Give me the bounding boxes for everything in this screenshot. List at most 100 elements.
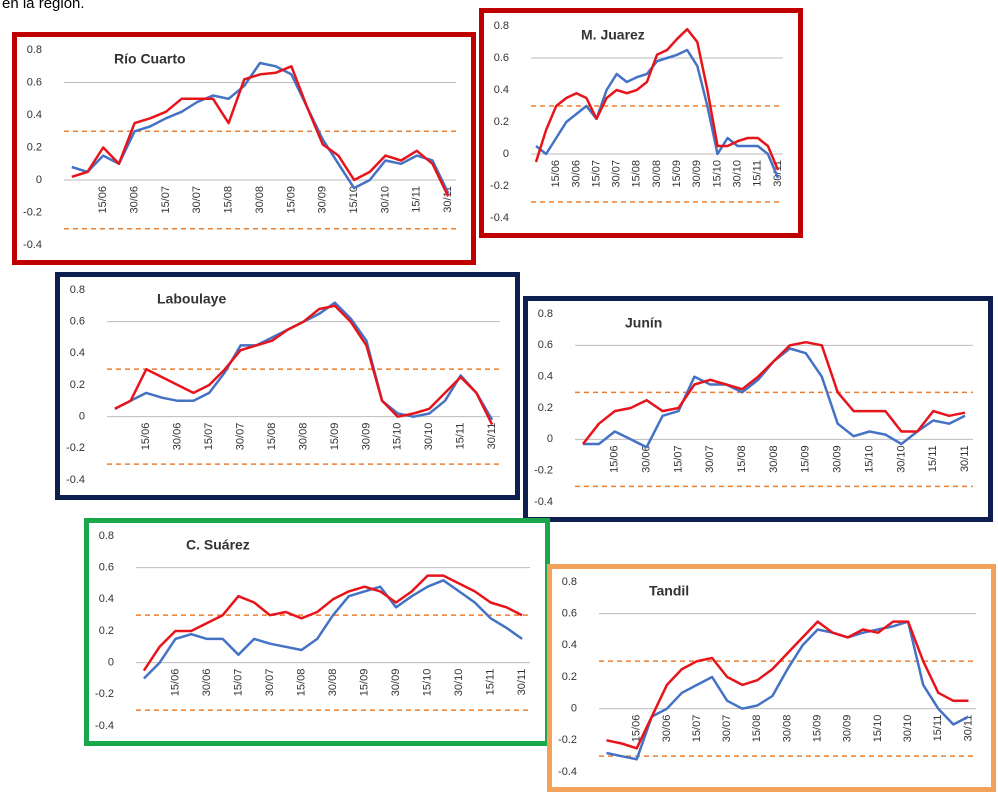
chart-frame — [547, 564, 996, 792]
x-tick-label: 30/06 — [570, 160, 582, 188]
x-tick-label: 15/10 — [348, 186, 360, 214]
x-tick-label: 30/07 — [721, 715, 733, 743]
chart-title: Junín — [625, 315, 662, 331]
x-tick-label: 15/08 — [631, 160, 643, 188]
x-tick-label: 30/08 — [327, 669, 339, 697]
y-tick-label: 0 — [571, 703, 577, 715]
y-tick-label: -0.4 — [66, 474, 85, 486]
y-tick-label: 0.8 — [27, 44, 42, 56]
x-tick-label: 30/09 — [360, 423, 372, 451]
y-tick-label: 0.2 — [494, 116, 509, 128]
x-tick-label: 15/06 — [609, 445, 621, 473]
x-tick-label: 15/09 — [812, 715, 824, 743]
chart-frame — [55, 272, 520, 500]
chart: -0.4 -0.2 0 0.2 0.4 0.6 0.8 15/06 30/06 15/07 30/0… — [12, 32, 476, 265]
y-tick-label: 0.6 — [99, 562, 114, 574]
chart: -0.4 -0.2 0 0.2 0.4 0.6 0.8 15/06 30/06 15/07 30/0… — [523, 296, 993, 522]
chart-frame — [523, 296, 993, 522]
x-tick-label: 15/11 — [455, 423, 467, 450]
y-tick-label: 0.6 — [562, 608, 577, 620]
chart-title: Laboulaye — [157, 291, 226, 307]
x-tick-label: 15/11 — [932, 715, 944, 742]
x-tick-label: 30/10 — [902, 715, 914, 743]
chart: -0.4 -0.2 0 0.2 0.4 0.6 0.8 15/06 30/06 15/07 30/0… — [479, 8, 803, 238]
x-tick-label: 30/06 — [641, 445, 653, 473]
y-tick-label: 0.6 — [27, 76, 42, 88]
y-tick-label: 0.8 — [538, 308, 553, 320]
data-line — [534, 27, 780, 171]
x-tick-label: 15/06 — [97, 186, 109, 214]
x-tick-label: 15/09 — [285, 186, 297, 214]
data-line — [114, 304, 494, 426]
caption: en la región. — [2, 0, 85, 12]
chart-title: Río Cuarto — [114, 51, 186, 67]
x-tick-label: 15/10 — [421, 669, 433, 697]
x-tick-label: 15/07 — [691, 715, 703, 743]
data-line — [143, 579, 523, 680]
x-tick-label: 30/10 — [379, 186, 391, 214]
y-tick-label: -0.4 — [534, 496, 553, 508]
x-tick-label: 30/11 — [959, 445, 971, 472]
x-tick-label: 15/08 — [266, 423, 278, 451]
x-tick-label: 15/07 — [672, 445, 684, 473]
x-tick-label: 30/11 — [962, 715, 974, 742]
x-tick-label: 30/07 — [704, 445, 716, 473]
y-tick-label: 0 — [79, 411, 85, 423]
x-tick-label: 30/11 — [772, 160, 784, 187]
x-tick-label: 15/09 — [800, 445, 812, 473]
x-tick-label: 15/06 — [631, 715, 643, 743]
x-tick-label: 15/08 — [295, 669, 307, 697]
y-tick-label: 0.4 — [99, 593, 114, 605]
y-tick-label: -0.2 — [23, 206, 42, 218]
x-tick-label: 30/09 — [842, 715, 854, 743]
data-line — [71, 65, 450, 197]
y-tick-label: 0.4 — [27, 109, 42, 121]
y-tick-label: 0 — [108, 657, 114, 669]
y-tick-label: 0.8 — [99, 530, 114, 542]
x-tick-label: 15/11 — [927, 445, 939, 472]
x-tick-label: 30/08 — [254, 186, 266, 214]
data-line — [582, 340, 966, 445]
x-tick-label: 15/11 — [752, 160, 764, 187]
y-tick-label: 0.4 — [538, 371, 553, 383]
x-tick-label: 30/10 — [423, 423, 435, 451]
x-tick-label: 15/09 — [358, 669, 370, 697]
x-tick-label: 15/10 — [392, 423, 404, 451]
x-tick-label: 15/06 — [550, 160, 562, 188]
chart: -0.4 -0.2 0 0.2 0.4 0.6 0.8 15/06 30/06 15/07 30/0… — [547, 564, 996, 792]
x-tick-label: 30/07 — [191, 186, 203, 214]
y-tick-label: -0.2 — [66, 442, 85, 454]
x-tick-label: 30/07 — [264, 669, 276, 697]
chart-title: C. Suárez — [186, 537, 250, 553]
x-tick-label: 15/08 — [751, 715, 763, 743]
data-line — [535, 48, 780, 179]
x-tick-label: 15/10 — [711, 160, 723, 188]
x-tick-label: 15/09 — [671, 160, 683, 188]
y-tick-label: 0.6 — [494, 52, 509, 64]
x-tick-label: 15/07 — [203, 423, 215, 451]
x-tick-label: 30/10 — [895, 445, 907, 473]
x-tick-label: 30/11 — [486, 423, 498, 450]
y-tick-label: 0.2 — [538, 402, 553, 414]
chart-title: M. Juarez — [581, 27, 645, 43]
x-tick-label: 30/10 — [453, 669, 465, 697]
y-tick-label: 0 — [547, 433, 553, 445]
y-tick-label: -0.2 — [95, 688, 114, 700]
x-tick-label: 30/09 — [317, 186, 329, 214]
x-tick-label: 30/07 — [235, 423, 247, 451]
y-tick-label: 0.2 — [562, 671, 577, 683]
x-tick-label: 15/06 — [169, 669, 181, 697]
y-tick-label: 0.6 — [70, 316, 85, 328]
x-tick-label: 30/10 — [732, 160, 744, 188]
y-tick-label: -0.2 — [558, 734, 577, 746]
y-tick-label: 0.2 — [27, 141, 42, 153]
y-tick-label: 0.4 — [70, 347, 85, 359]
y-tick-label: -0.4 — [558, 766, 577, 778]
x-tick-label: 30/09 — [390, 669, 402, 697]
x-tick-label: 15/10 — [872, 715, 884, 743]
x-tick-label: 30/08 — [781, 715, 793, 743]
x-tick-label: 15/07 — [232, 669, 244, 697]
x-tick-label: 15/11 — [485, 669, 497, 696]
x-tick-label: 15/07 — [590, 160, 602, 188]
y-tick-label: -0.4 — [95, 720, 114, 732]
